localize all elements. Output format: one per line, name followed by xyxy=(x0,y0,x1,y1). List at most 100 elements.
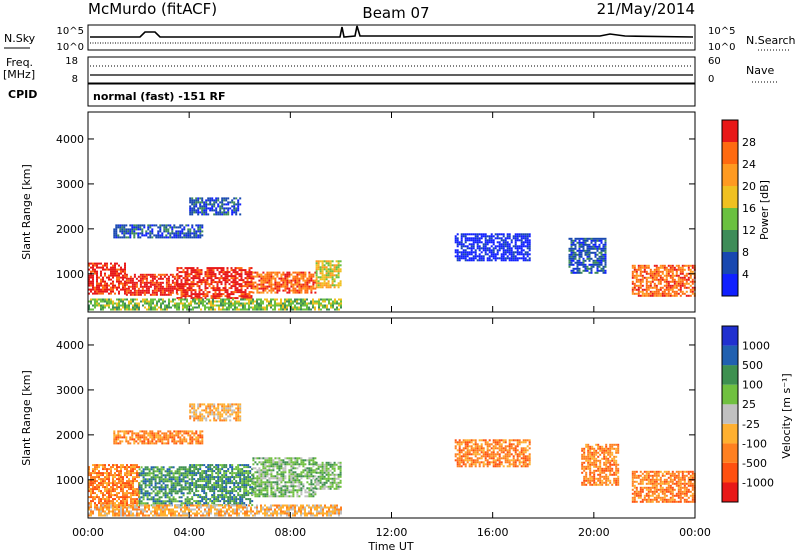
echo-cell xyxy=(124,308,126,311)
echo-cell xyxy=(590,271,593,274)
echo-cell xyxy=(171,285,174,288)
echo-cell xyxy=(687,272,690,275)
echo-cell xyxy=(182,478,185,481)
echo-cell xyxy=(580,245,583,248)
echo-cell xyxy=(284,481,287,484)
echo-cell xyxy=(298,479,301,482)
echo-cell xyxy=(156,498,159,501)
echo-cell xyxy=(238,283,241,286)
echo-cell xyxy=(180,504,183,507)
echo-cell xyxy=(270,475,273,478)
echo-cell xyxy=(232,291,235,294)
echo-cell xyxy=(154,492,157,495)
echo-cell xyxy=(150,496,153,499)
echo-cell xyxy=(590,263,593,266)
echo-cell xyxy=(578,245,581,248)
echo-cell xyxy=(231,488,234,491)
echo-cell xyxy=(284,477,287,480)
echo-cell xyxy=(170,498,173,501)
echo-cell xyxy=(138,498,141,501)
echo-cell xyxy=(197,199,200,202)
echo-cell xyxy=(667,280,670,283)
echo-cell xyxy=(584,263,587,266)
echo-cell xyxy=(251,488,254,491)
echo-cell xyxy=(522,245,525,248)
echo-cell xyxy=(262,475,265,478)
echo-cell xyxy=(460,237,463,240)
echo-cell xyxy=(286,279,289,282)
echo-cell xyxy=(207,478,210,481)
echo-cell xyxy=(480,237,483,240)
echo-cell xyxy=(239,480,242,483)
echo-cell xyxy=(258,493,261,496)
echo-cell xyxy=(248,273,251,276)
echo-cell xyxy=(588,267,591,270)
echo-cell xyxy=(284,289,287,292)
echo-cell xyxy=(162,480,165,483)
echo-cell xyxy=(304,473,307,476)
echo-cell xyxy=(198,302,200,305)
echo-cell xyxy=(112,480,114,483)
echo-cell xyxy=(154,486,157,489)
echo-cell xyxy=(96,262,98,265)
echo-cell xyxy=(137,287,140,290)
echo-cell xyxy=(96,276,98,279)
echo-cell xyxy=(234,273,237,276)
echo-cell xyxy=(206,275,209,278)
echo-cell xyxy=(494,237,497,240)
echo-cell xyxy=(219,470,222,473)
echo-cell xyxy=(639,282,642,285)
echo-cell xyxy=(237,492,240,495)
echo-cell xyxy=(143,277,146,280)
echo-cell xyxy=(104,272,106,275)
echo-cell xyxy=(602,255,605,258)
echo-cell xyxy=(647,280,650,283)
echo-cell xyxy=(184,484,187,487)
echo-cell xyxy=(598,237,601,240)
echo-cell xyxy=(306,481,309,484)
echo-cell xyxy=(98,292,100,295)
echo-cell xyxy=(88,468,90,471)
echo-cell xyxy=(312,283,315,286)
echo-cell xyxy=(296,495,299,498)
echo-cell xyxy=(233,209,236,212)
echo-cell xyxy=(669,286,672,289)
echo-cell xyxy=(677,284,680,287)
echo-cell xyxy=(266,300,268,303)
nave-tick-bottom: 0 xyxy=(708,74,714,85)
echo-cell xyxy=(228,275,231,278)
echo-cell xyxy=(90,490,92,493)
echo-cell xyxy=(100,288,102,291)
echo-cell xyxy=(143,224,146,227)
echo-cell xyxy=(296,485,299,488)
echo-cell xyxy=(161,287,164,290)
echo-cell xyxy=(186,300,188,303)
echo-cell xyxy=(152,490,155,493)
echo-cell xyxy=(337,270,340,273)
echo-cell xyxy=(216,300,218,303)
echo-cell xyxy=(180,295,183,298)
echo-cell xyxy=(520,241,523,244)
echo-cell xyxy=(300,271,303,274)
echo-cell xyxy=(286,491,289,494)
echo-cell xyxy=(288,281,291,284)
echo-cell xyxy=(174,476,177,479)
echo-cell xyxy=(104,290,106,293)
echo-cell xyxy=(327,282,330,285)
echo-cell xyxy=(669,284,672,287)
echo-cell xyxy=(115,234,118,237)
echo-cell xyxy=(157,285,160,288)
echo-cell xyxy=(158,478,161,481)
echo-cell xyxy=(146,498,149,501)
echo-cell xyxy=(478,233,481,236)
echo-cell xyxy=(186,291,189,294)
echo-cell xyxy=(304,281,307,284)
echo-cell xyxy=(685,290,688,293)
echo-cell xyxy=(122,282,124,285)
echo-cell xyxy=(98,488,100,491)
echo-cell xyxy=(249,486,252,489)
echo-cell xyxy=(90,480,92,483)
echo-cell xyxy=(116,276,118,279)
echo-cell xyxy=(514,259,517,262)
echo-cell xyxy=(328,300,330,303)
